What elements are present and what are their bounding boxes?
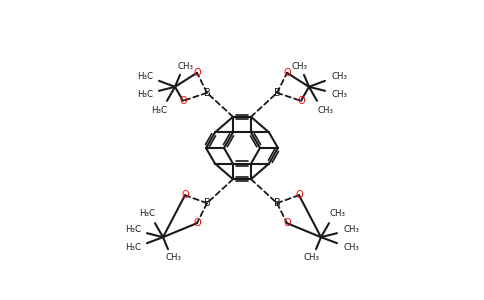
Text: H₃C: H₃C — [125, 243, 141, 252]
Text: B: B — [273, 198, 280, 208]
Text: H₃C: H₃C — [137, 72, 153, 81]
Text: H₃C: H₃C — [125, 225, 141, 234]
Text: O: O — [283, 218, 291, 228]
Text: O: O — [193, 218, 201, 228]
Text: CH₃: CH₃ — [343, 243, 359, 252]
Text: B: B — [204, 198, 211, 208]
Text: H₃C: H₃C — [151, 106, 167, 115]
Text: O: O — [297, 96, 305, 106]
Text: CH₃: CH₃ — [303, 253, 319, 262]
Text: O: O — [283, 68, 291, 78]
Text: H₃C: H₃C — [139, 209, 155, 218]
Text: CH₃: CH₃ — [291, 62, 307, 71]
Text: CH₃: CH₃ — [317, 106, 333, 115]
Text: H₃C: H₃C — [137, 90, 153, 99]
Text: CH₃: CH₃ — [177, 62, 193, 71]
Text: B: B — [204, 88, 211, 98]
Text: CH₃: CH₃ — [331, 72, 347, 81]
Text: CH₃: CH₃ — [165, 253, 181, 262]
Text: O: O — [179, 96, 187, 106]
Text: O: O — [193, 68, 201, 78]
Text: CH₃: CH₃ — [343, 225, 359, 234]
Text: O: O — [295, 190, 303, 200]
Text: CH₃: CH₃ — [329, 209, 345, 218]
Text: B: B — [273, 88, 280, 98]
Text: CH₃: CH₃ — [331, 90, 347, 99]
Text: O: O — [181, 190, 189, 200]
